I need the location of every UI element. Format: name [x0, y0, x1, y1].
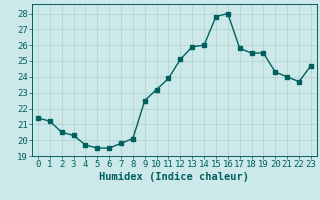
X-axis label: Humidex (Indice chaleur): Humidex (Indice chaleur)	[100, 172, 249, 182]
